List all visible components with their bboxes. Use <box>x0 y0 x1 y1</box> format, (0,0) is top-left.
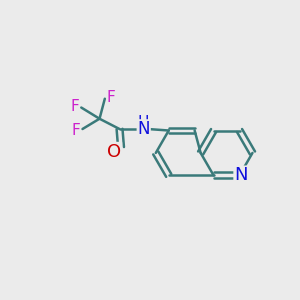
Text: F: F <box>70 99 79 114</box>
Text: F: F <box>107 90 116 105</box>
Text: N: N <box>234 167 248 184</box>
Text: H: H <box>138 115 149 130</box>
Text: N: N <box>137 120 150 138</box>
Text: O: O <box>107 143 121 161</box>
Text: F: F <box>72 123 80 138</box>
